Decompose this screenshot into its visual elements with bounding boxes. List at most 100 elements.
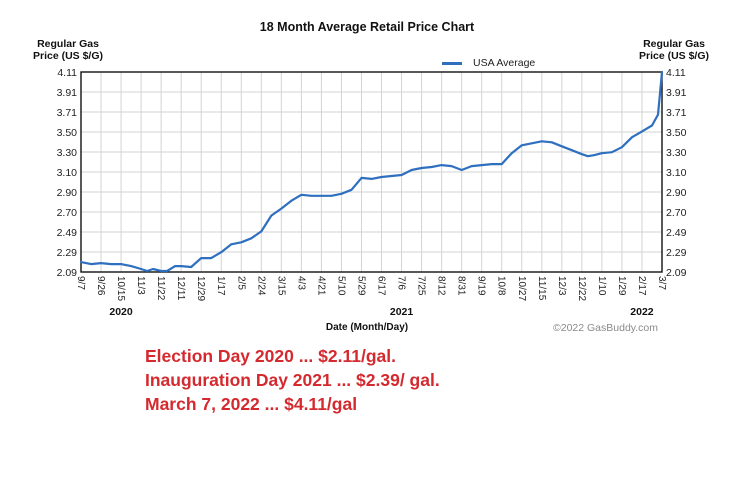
y-tick-label-left: 2.49 — [57, 227, 78, 239]
y-tick-label-right: 2.70 — [666, 207, 687, 219]
x-tick-label: 7/25 — [416, 276, 427, 296]
note-election-day: Election Day 2020 ... $2.11/gal. — [145, 346, 396, 366]
data-point — [570, 149, 573, 152]
y-tick-label-left: 2.90 — [57, 187, 78, 199]
x-tick-label: 2/5 — [235, 276, 246, 290]
legend-swatch-usa-average — [442, 61, 462, 65]
x-tick-label: 5/29 — [355, 276, 366, 296]
y-axis-title-left: Regular Gas Price (US $/G) — [30, 38, 106, 62]
data-point — [550, 141, 553, 144]
x-tick-label: 11/22 — [155, 276, 166, 301]
data-point — [587, 155, 589, 158]
copyright-credit: ©2022 GasBuddy.com — [553, 322, 659, 334]
y-tick-label-right: 3.30 — [666, 147, 687, 159]
data-point — [641, 130, 643, 133]
x-tick-label: 10/8 — [496, 276, 507, 296]
data-point — [210, 257, 213, 259]
data-point — [330, 194, 333, 197]
data-point — [340, 192, 343, 195]
y-tick-label-right: 2.29 — [666, 247, 687, 259]
data-point — [410, 169, 413, 171]
y-tick-label-right: 2.49 — [666, 227, 687, 239]
data-point — [530, 142, 533, 145]
y-tick-label-right: 4.11 — [666, 67, 686, 79]
y-axis-title-right: Regular Gas Price (US $/G) — [636, 38, 712, 62]
data-point — [100, 262, 102, 264]
x-tick-label: 9/19 — [476, 276, 487, 296]
data-point — [190, 266, 193, 268]
data-point — [601, 152, 603, 155]
data-point — [430, 166, 433, 168]
data-point — [350, 188, 353, 191]
y-tick-label-left: 3.50 — [57, 127, 78, 139]
data-point — [110, 263, 112, 265]
y-axis-title-right-line2: Price (US $/G) — [638, 50, 710, 62]
data-point — [120, 263, 122, 265]
x-tick-label: 1/17 — [215, 276, 226, 296]
y-axis-title-left-line1: Regular Gas — [37, 38, 99, 50]
y-tick-label-left: 3.10 — [57, 167, 78, 179]
y-axis-title-left-line2: Price (US $/G) — [32, 50, 104, 62]
data-point — [220, 251, 223, 254]
data-point — [593, 154, 595, 157]
y-tick-label-right: 2.90 — [666, 187, 687, 199]
x-tick-label: 7/6 — [396, 276, 407, 290]
x-tick-label: 11/3 — [135, 276, 146, 295]
data-point — [230, 243, 233, 246]
x-tick-label: 12/22 — [576, 276, 587, 301]
y-tick-label-left: 4.11 — [57, 67, 77, 79]
data-point — [500, 163, 503, 166]
y-tick-label-left: 2.70 — [57, 207, 78, 219]
data-point — [200, 257, 203, 259]
data-point — [300, 193, 303, 196]
data-point — [166, 270, 169, 272]
x-tick-label: 4/3 — [295, 276, 306, 290]
y-tick-label-right: 2.09 — [666, 267, 687, 279]
data-point — [581, 153, 583, 156]
x-tick-label: 4/21 — [315, 276, 326, 296]
y-tick-label-right: 3.50 — [666, 127, 687, 139]
x-tick-label: 2/17 — [636, 276, 647, 296]
y-tick-label-left: 2.09 — [57, 267, 78, 279]
x-tick-label: 6/17 — [376, 276, 387, 296]
data-point — [621, 146, 623, 149]
data-point — [90, 263, 92, 265]
data-point — [631, 136, 633, 139]
legend-label-usa-average: USA Average — [473, 57, 536, 69]
y-tick-label-right: 3.71 — [666, 107, 687, 119]
data-point — [400, 174, 403, 176]
data-point — [657, 113, 659, 116]
x-tick-label: 8/12 — [436, 276, 447, 296]
x-tick-label: 9/7 — [75, 276, 86, 290]
data-point — [450, 165, 453, 168]
chart-title: 18 Month Average Retail Price Chart — [259, 20, 475, 34]
data-point — [370, 178, 373, 180]
data-point — [280, 207, 283, 210]
x-tick-label: 8/31 — [456, 276, 467, 296]
x-tick-label: 1/10 — [596, 276, 607, 296]
data-point — [260, 230, 263, 233]
annotation-notes: Election Day 2020 ... $2.11/gal. Inaugur… — [145, 344, 440, 416]
data-point — [152, 268, 155, 270]
y-tick-label-left: 3.91 — [57, 87, 78, 99]
data-point — [480, 164, 483, 167]
year-label: 2020 — [109, 306, 133, 318]
line-chart: 2.09 2.09 2.29 2.29 2.49 2.49 2.70 2.70 2.90 2.90… — [57, 67, 687, 318]
data-point — [310, 194, 313, 197]
data-point — [80, 261, 82, 263]
data-point — [250, 237, 253, 240]
x-tick-label: 12/3 — [556, 276, 567, 296]
note-march-7-2022: March 7, 2022 ... $4.11/gal — [145, 394, 358, 414]
x-tick-label: 5/10 — [335, 276, 346, 296]
y-tick-label-left: 3.30 — [57, 147, 78, 159]
data-point — [440, 164, 443, 167]
data-point — [460, 169, 463, 171]
x-tick-label: 1/29 — [616, 276, 627, 296]
x-axis-title: Date (Month/Day) — [325, 322, 409, 333]
x-tick-label: 10/27 — [516, 276, 527, 301]
y-tick-label-right: 3.10 — [666, 167, 687, 179]
data-point — [560, 145, 563, 148]
data-point — [520, 144, 523, 147]
data-point — [611, 151, 613, 154]
data-point — [160, 270, 163, 272]
